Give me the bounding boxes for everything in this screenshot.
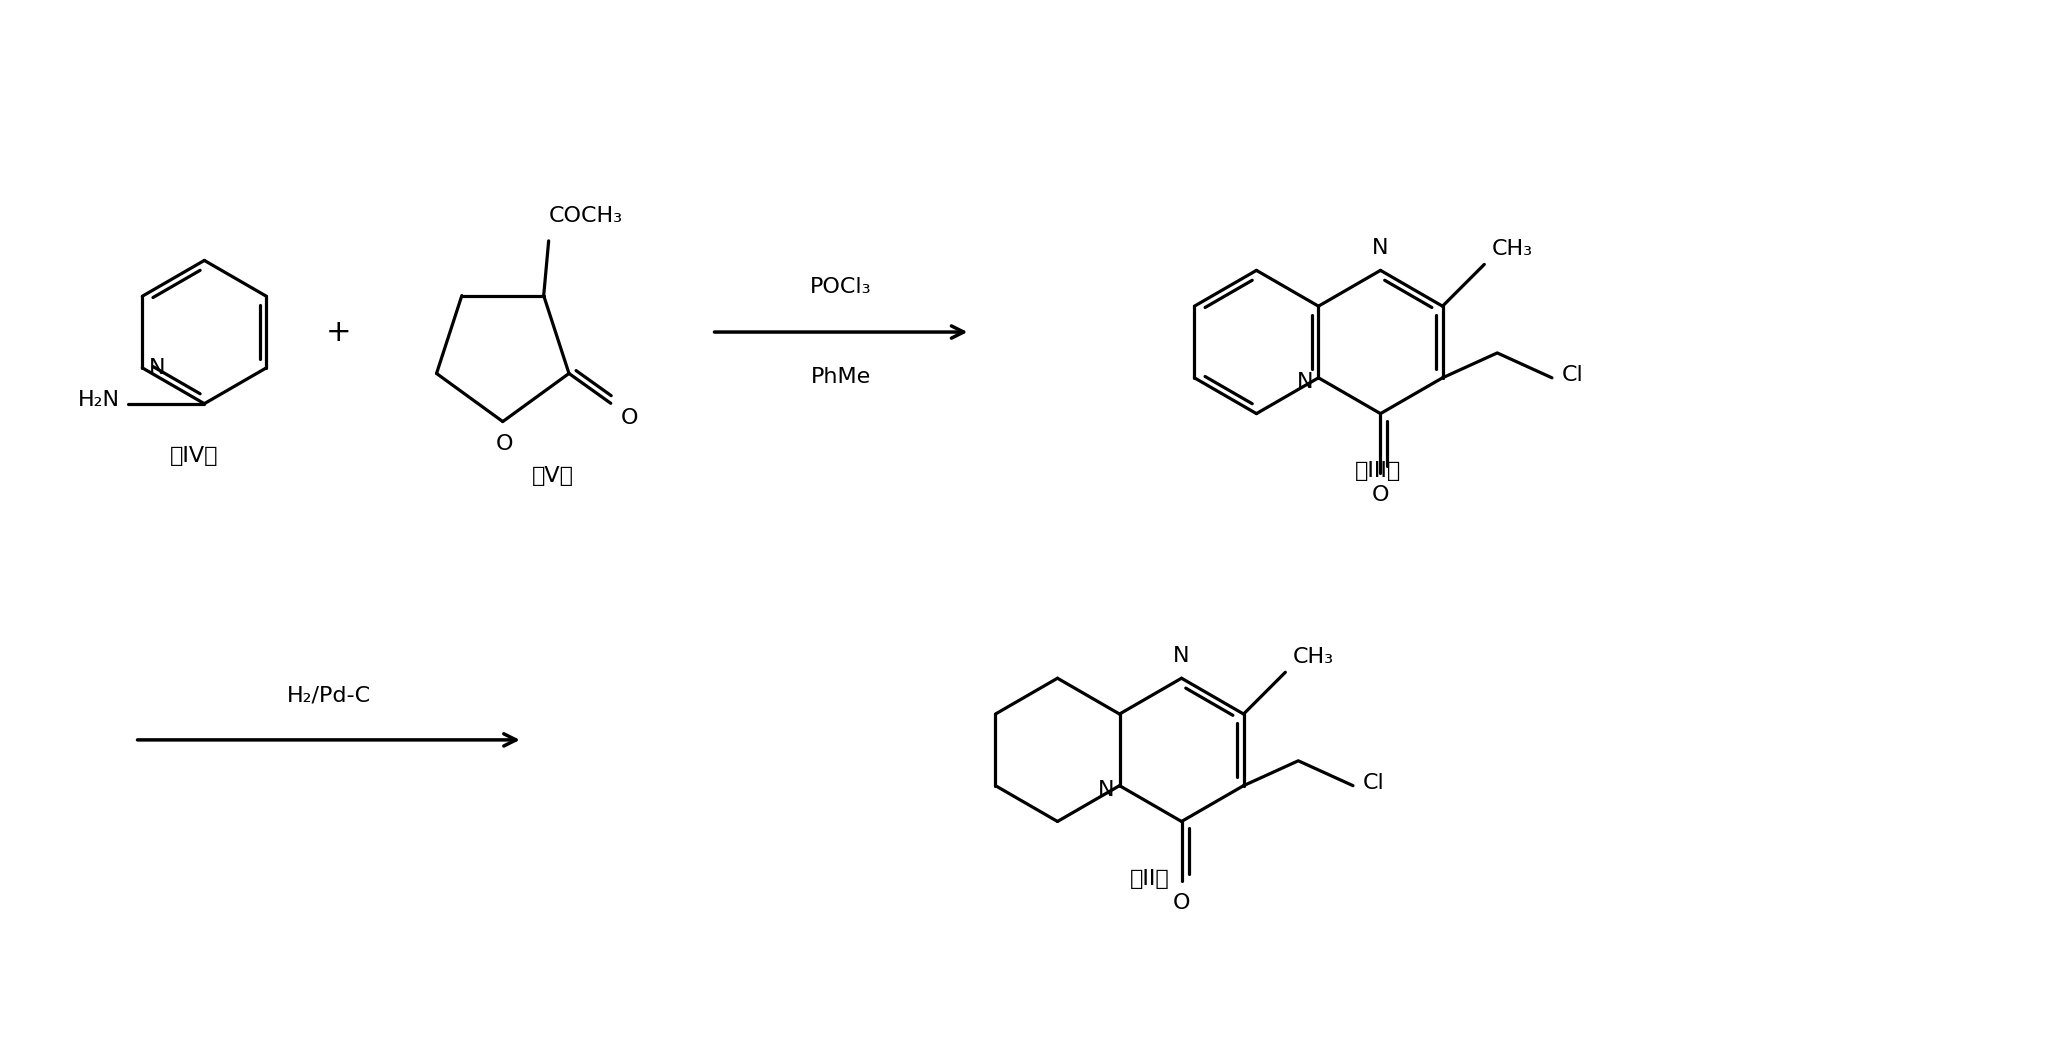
Text: N: N <box>1097 780 1114 800</box>
Text: N: N <box>1297 371 1313 392</box>
Text: N: N <box>1173 646 1190 666</box>
Text: COCH₃: COCH₃ <box>549 206 623 226</box>
Text: O: O <box>621 408 639 429</box>
Text: （II）: （II） <box>1130 869 1169 889</box>
Text: H₂/Pd-C: H₂/Pd-C <box>286 685 370 706</box>
Text: Cl: Cl <box>1562 365 1584 385</box>
Text: Cl: Cl <box>1362 772 1385 793</box>
Text: （IV）: （IV） <box>171 447 218 467</box>
Text: （III）: （III） <box>1354 462 1402 482</box>
Text: （V）: （V） <box>532 466 573 486</box>
Text: +: + <box>327 317 351 347</box>
Text: PhMe: PhMe <box>812 367 871 387</box>
Text: O: O <box>495 434 514 453</box>
Text: CH₃: CH₃ <box>1293 647 1334 667</box>
Text: CH₃: CH₃ <box>1492 240 1533 260</box>
Text: O: O <box>1373 485 1389 505</box>
Text: O: O <box>1173 893 1190 914</box>
Text: POCl₃: POCl₃ <box>810 277 871 297</box>
Text: N: N <box>1373 239 1389 259</box>
Text: H₂N: H₂N <box>78 389 119 410</box>
Text: N: N <box>150 358 166 378</box>
